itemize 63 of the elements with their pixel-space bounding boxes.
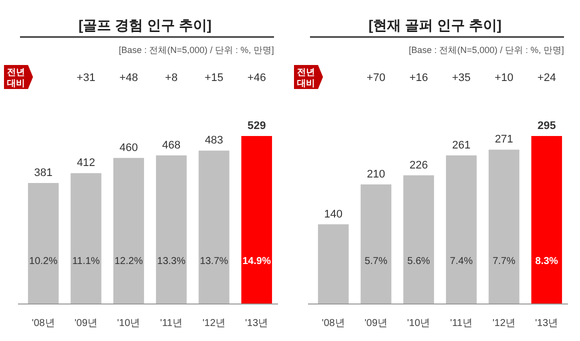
annotation: 8.3% [535,256,558,267]
data-label: 381 [34,167,53,179]
x-tick-label: '13년 [535,318,558,329]
data-label: 140 [324,208,343,220]
annotation: 5.7% [364,256,388,267]
x-tick-label: '10년 [117,318,140,329]
x-tick-label: '13년 [245,318,268,329]
data-label: 468 [162,139,181,152]
data-label: 460 [119,142,138,154]
bar [198,150,230,304]
chart-title: [현재 골퍼 인구 추이] [368,17,502,33]
x-tick-label: '08년 [322,318,345,329]
chart-subtitle: [Base : 전체(N=5,000) / 단위 : %, 만명] [118,45,274,55]
annotation: 11.1% [72,256,100,267]
x-tick-label: '12년 [492,318,516,329]
data-label: 226 [409,159,428,172]
data-label: 261 [452,139,471,152]
bar [403,175,434,304]
data-label: 483 [204,134,224,147]
x-tick-label: '11년 [160,318,182,329]
x-tick-label: '09년 [364,318,388,329]
annotation: 14.9% [242,256,271,267]
bar [28,183,59,304]
data-label: 210 [366,168,386,180]
x-tick-label: '12년 [202,318,226,329]
text: 전년 대비 [297,67,315,88]
text: +70 [366,72,386,84]
bar [241,136,272,304]
annotation: 10.2% [29,256,58,267]
text: +31 [76,72,96,84]
data-label: 271 [494,134,514,146]
bar [70,173,102,304]
chart-subtitle: [Base : 전체(N=5,000) / 단위 : %, 만명] [408,45,564,55]
bar [113,158,144,304]
annotation: 7.7% [492,256,516,267]
text: +24 [537,72,556,84]
annotation: 7.4% [450,256,473,267]
data-label: 529 [247,120,266,132]
text: 전년 대비 [7,67,25,88]
bar [318,224,349,304]
data-label: 295 [537,120,556,132]
text: +8 [165,72,178,84]
x-tick-label: '09년 [74,318,98,329]
text: +15 [204,72,224,84]
text: +48 [119,72,138,84]
annotation: 13.7% [200,256,228,267]
annotation: 12.2% [114,256,143,267]
text: +46 [247,72,266,84]
text: +35 [452,72,471,84]
bar [156,155,187,304]
x-tick-label: '10년 [407,318,430,329]
data-label: 412 [76,157,96,170]
text: +10 [494,72,514,84]
text: +16 [409,72,428,84]
chart-title: [골프 경험 인구 추이] [78,17,212,33]
bar [488,150,520,304]
x-tick-label: '08년 [32,318,55,329]
bar [446,155,477,304]
x-tick-label: '11년 [450,318,472,329]
annotation: 13.3% [157,256,186,267]
bar [360,184,392,304]
bar [531,136,562,304]
annotation: 5.6% [407,256,430,267]
